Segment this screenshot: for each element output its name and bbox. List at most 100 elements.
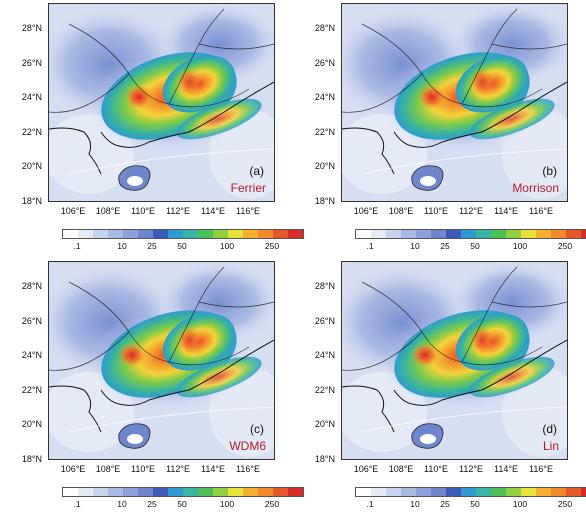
colorbar-label: 25 xyxy=(147,241,157,251)
colorbar-swatch xyxy=(198,230,213,238)
colorbar-label: 250 xyxy=(557,241,573,251)
lon-tick-label: 116°E xyxy=(529,206,553,216)
precipitation-field xyxy=(342,4,567,201)
precipitation-field xyxy=(342,262,567,459)
colorbar-label: 100 xyxy=(512,499,528,509)
colorbar-swatch xyxy=(461,488,476,496)
lat-tick-label: 18°N xyxy=(314,195,335,206)
colorbar-swatch xyxy=(273,488,288,496)
colorbar-swatch xyxy=(581,488,586,496)
lon-tick-label: 108°E xyxy=(95,464,121,474)
colorbar-swatch xyxy=(581,230,586,238)
colorbar-swatch xyxy=(491,230,506,238)
colorbar-swatch xyxy=(416,230,431,238)
colorbar-swatch xyxy=(63,488,78,496)
colorbar-label: 10 xyxy=(117,241,127,251)
colorbar-swatch xyxy=(123,488,138,496)
colorbar-swatch xyxy=(551,230,566,238)
colorbar-swatch xyxy=(446,488,461,496)
map-panel: (b) Morrison 28°N 26°N 24°N 22°N 20°N 18°N 106°E… xyxy=(293,0,586,258)
lat-tick-label: 28°N xyxy=(314,23,335,33)
lon-tick-label: 106°E xyxy=(60,206,86,216)
map-panel: (a) Ferrier 28°N 26°N 24°N 22°N 20°N 18°N 106°E 1… xyxy=(0,0,304,258)
colorbar-swatch xyxy=(183,230,198,238)
lat-tick-label: 26°N xyxy=(21,57,42,68)
lat-tick-label: 24°N xyxy=(21,350,42,360)
colorbar-swatch xyxy=(168,488,183,496)
scheme-label: WDM6 xyxy=(229,439,266,453)
lat-tick-label: 28°N xyxy=(314,281,335,291)
lon-tick-label: 114°E xyxy=(494,464,518,474)
colorbar-swatch xyxy=(108,230,123,238)
lat-tick-label: 20°N xyxy=(314,161,335,171)
colorbar-swatch xyxy=(93,230,108,238)
lat-tick-label: 24°N xyxy=(314,350,335,360)
colorbar-swatch xyxy=(356,230,371,238)
colorbar-swatch xyxy=(566,488,581,496)
colorbar-label: 10 xyxy=(410,499,420,509)
precipitation-field xyxy=(49,4,274,201)
lon-tick-label: 110°E xyxy=(424,464,448,474)
lon-tick-label: 114°E xyxy=(494,206,518,216)
colorbar-label: 10 xyxy=(410,241,420,251)
colorbar-label: .1 xyxy=(73,499,81,509)
lon-tick-label: 110°E xyxy=(131,206,155,216)
colorbar-swatch xyxy=(491,488,506,496)
colorbar-label: 50 xyxy=(177,499,187,509)
lon-tick-label: 112°E xyxy=(459,464,483,474)
colorbar-swatch xyxy=(521,230,536,238)
colorbar-swatch xyxy=(138,488,153,496)
colorbar-swatch xyxy=(536,488,551,496)
lon-tick-label: 112°E xyxy=(166,464,190,474)
colorbar-swatch xyxy=(461,230,476,238)
colorbar-swatch xyxy=(401,488,416,496)
colorbar-swatch xyxy=(386,230,401,238)
colorbar-swatch xyxy=(273,230,288,238)
lon-tick-label: 108°E xyxy=(388,464,414,474)
precipitation-map: (d) Lin xyxy=(341,261,568,460)
colorbar-swatch xyxy=(371,488,386,496)
lon-tick-label: 116°E xyxy=(236,206,260,216)
panel-tag: (c) xyxy=(250,422,264,436)
colorbar-swatch xyxy=(258,488,273,496)
colorbar-label: 50 xyxy=(177,241,187,251)
lon-tick-label: 108°E xyxy=(95,206,121,216)
lat-tick-label: 28°N xyxy=(21,23,42,33)
colorbar xyxy=(62,487,304,497)
colorbar-swatch xyxy=(183,488,198,496)
lon-tick-label: 114°E xyxy=(201,464,225,474)
lon-tick-label: 106°E xyxy=(60,464,86,474)
lon-tick-label: 108°E xyxy=(388,206,414,216)
lon-tick-label: 116°E xyxy=(529,464,553,474)
colorbar-swatch xyxy=(431,488,446,496)
colorbar-label: 25 xyxy=(440,241,450,251)
lat-tick-label: 28°N xyxy=(21,281,42,291)
precipitation-field xyxy=(49,262,274,459)
colorbar-swatch xyxy=(258,230,273,238)
colorbar-label: 50 xyxy=(470,499,480,509)
colorbar-label: 250 xyxy=(264,241,280,251)
map-panel: (d) Lin 28°N 26°N 24°N 22°N 20°N 18°N 106°E 108°E… xyxy=(293,258,586,516)
precipitation-map: (b) Morrison xyxy=(341,3,568,202)
colorbar-swatch xyxy=(536,230,551,238)
colorbar-swatch xyxy=(78,230,93,238)
lon-tick-label: 112°E xyxy=(459,206,483,216)
colorbar-swatch xyxy=(288,488,303,496)
scheme-label: Ferrier xyxy=(230,181,266,195)
colorbar-label: 50 xyxy=(470,241,480,251)
scheme-label: Morrison xyxy=(512,181,559,195)
colorbar-swatch xyxy=(506,230,521,238)
precipitation-map: (c) WDM6 xyxy=(48,261,275,460)
colorbar-swatch xyxy=(153,488,168,496)
colorbar-label: 250 xyxy=(264,499,280,509)
colorbar-swatch xyxy=(356,488,371,496)
lat-tick-label: 26°N xyxy=(314,57,335,68)
colorbar-swatch xyxy=(228,230,243,238)
lat-tick-label: 22°N xyxy=(314,384,335,395)
colorbar xyxy=(355,229,586,239)
colorbar-swatch xyxy=(551,488,566,496)
panel-tag: (a) xyxy=(249,164,264,178)
colorbar-swatch xyxy=(371,230,386,238)
colorbar-swatch xyxy=(401,230,416,238)
lon-tick-label: 110°E xyxy=(131,464,155,474)
